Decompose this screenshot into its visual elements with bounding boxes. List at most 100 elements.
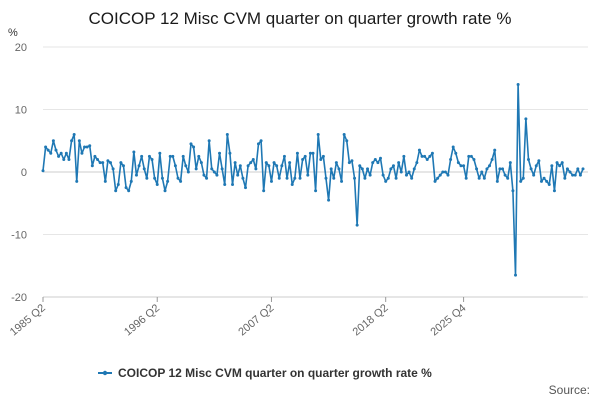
data-point: [256, 142, 260, 146]
data-point: [472, 158, 476, 161]
data-point: [373, 158, 377, 161]
data-point: [173, 164, 177, 168]
data-point: [301, 158, 305, 161]
y-axis-unit-label: %: [8, 27, 18, 39]
data-point: [62, 158, 66, 161]
y-tick-label: -10: [11, 230, 27, 242]
x-axis-ticks: 1985 Q2 1996 Q2 2007 Q2 2018 Q2 2025 Q4: [8, 297, 469, 338]
y-tick-label: 20: [15, 42, 27, 54]
data-point: [511, 189, 515, 193]
data-point: [197, 154, 201, 158]
data-point: [46, 148, 50, 152]
data-point: [282, 154, 286, 158]
data-point: [475, 167, 479, 171]
data-point: [225, 133, 229, 136]
data-point: [534, 164, 538, 168]
data-point: [176, 176, 180, 180]
data-point: [314, 189, 318, 193]
data-point: [199, 161, 203, 165]
data-point: [459, 164, 463, 168]
x-tick-label: 2007 Q2: [236, 302, 276, 338]
data-point: [420, 154, 424, 158]
data-point: [166, 179, 170, 183]
data-point: [303, 154, 307, 158]
data-point: [482, 176, 486, 180]
data-point: [160, 176, 164, 180]
data-point: [425, 158, 429, 161]
data-point: [145, 176, 149, 180]
data-point: [526, 158, 530, 161]
data-point: [168, 154, 172, 158]
data-point: [415, 161, 419, 165]
data-point: [44, 145, 48, 149]
data-point: [524, 117, 528, 121]
data-point: [545, 179, 549, 183]
data-point: [521, 176, 525, 180]
data-point: [576, 167, 580, 171]
data-point: [210, 167, 214, 171]
data-point: [412, 167, 416, 171]
data-point: [293, 176, 297, 180]
data-point: [477, 176, 481, 180]
data-point: [103, 179, 107, 183]
data-point: [129, 179, 133, 183]
data-point: [353, 176, 357, 180]
data-point: [137, 164, 141, 168]
data-point: [155, 183, 159, 186]
data-point: [233, 161, 237, 165]
data-point: [488, 164, 492, 168]
data-point: [485, 167, 489, 171]
data-point: [77, 139, 81, 143]
data-point: [578, 173, 582, 177]
data-point: [501, 167, 505, 171]
data-point: [537, 159, 541, 163]
data-point: [529, 167, 533, 171]
data-point: [186, 170, 190, 174]
data-point: [337, 167, 341, 171]
data-point: [109, 161, 112, 165]
data-point: [111, 167, 115, 171]
x-tick-label: 2018 Q2: [351, 302, 391, 338]
data-point: [275, 164, 279, 168]
data-point: [98, 161, 102, 165]
data-point: [397, 161, 401, 165]
data-point: [532, 173, 536, 177]
data-point: [407, 170, 411, 174]
data-point: [508, 161, 512, 165]
data-point: [121, 164, 125, 168]
data-point: [80, 151, 84, 155]
data-point: [249, 161, 253, 165]
data-point: [75, 179, 79, 183]
y-tick-label: 0: [21, 167, 27, 179]
data-point: [251, 158, 255, 161]
data-point: [88, 144, 92, 148]
x-tick-label: 1996 Q2: [122, 302, 162, 338]
data-point: [54, 148, 58, 152]
data-point: [347, 161, 351, 165]
data-point: [568, 170, 572, 174]
series-path: [42, 83, 584, 276]
data-point: [59, 151, 63, 155]
data-point: [436, 176, 440, 180]
data-point: [542, 176, 546, 180]
data-point: [329, 167, 333, 171]
data-point: [552, 189, 556, 193]
data-point: [288, 161, 292, 165]
data-point: [189, 142, 193, 146]
data-point: [386, 176, 390, 180]
data-point: [350, 159, 354, 163]
data-point: [446, 173, 450, 177]
data-point: [269, 179, 273, 183]
data-point: [119, 161, 123, 165]
data-point: [389, 167, 393, 171]
data-point: [342, 133, 346, 136]
data-point: [379, 156, 382, 160]
data-point: [70, 139, 74, 143]
data-point: [490, 158, 494, 161]
data-point: [555, 161, 559, 165]
data-point: [480, 170, 484, 174]
data-point: [90, 164, 94, 168]
data-point: [83, 145, 87, 149]
data-point: [114, 189, 118, 193]
